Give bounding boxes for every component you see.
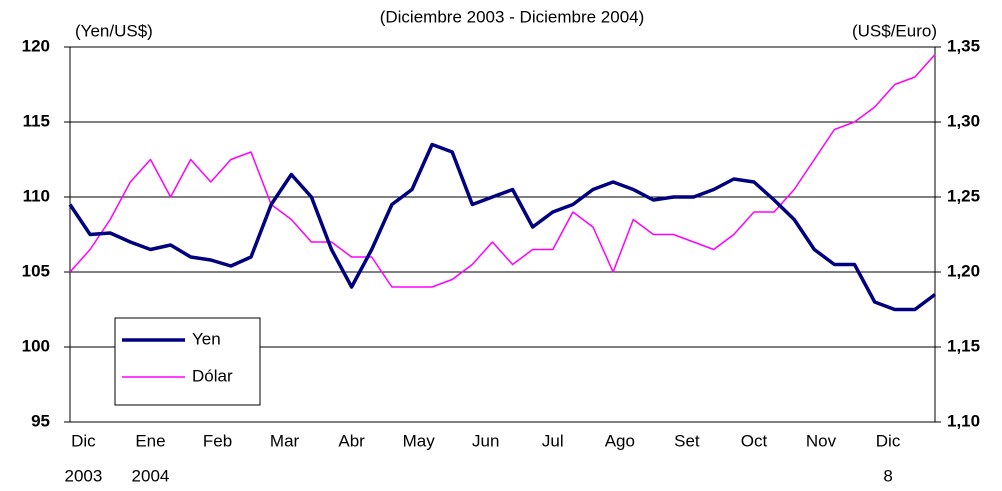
x-tick-label: Set (674, 431, 700, 450)
series-line (68, 142, 937, 312)
x-tick-label: May (403, 431, 436, 450)
x-tick-label: Jun (472, 431, 499, 450)
x-tick-label: Nov (806, 431, 837, 450)
x-tick-label: Oct (741, 431, 768, 450)
x-tick-label: Feb (203, 431, 232, 450)
x-tick-label: Dic (876, 431, 901, 450)
chart-subtitle: (Diciembre 2003 - Diciembre 2004) (380, 7, 645, 26)
y2-tick-label: 1,10 (947, 411, 980, 430)
x-sublabel: 2003 (64, 466, 102, 485)
y2-tick-label: 1,25 (947, 186, 980, 205)
x-tick-label: Dic (71, 431, 96, 450)
legend-label: Dólar (192, 366, 233, 385)
y-tick-label: 105 (22, 261, 50, 280)
y-tick-label: 120 (22, 36, 50, 55)
x-tick-label: Jul (542, 431, 564, 450)
legend-box (114, 317, 261, 406)
legend-label: Yen (192, 329, 221, 348)
series-line (69, 54, 936, 288)
y2-tick-label: 1,30 (947, 111, 980, 130)
x-sublabel: 2004 (132, 466, 170, 485)
y-tick-label: 110 (23, 186, 50, 205)
x-tick-label: Abr (338, 431, 365, 450)
y2-tick-label: 1,20 (947, 261, 980, 280)
x-sublabel: 8 (883, 466, 892, 485)
y-tick-label: 115 (23, 111, 50, 130)
y-tick-label: 95 (31, 411, 50, 430)
x-tick-label: Ene (135, 431, 165, 450)
y2-tick-label: 1,35 (947, 36, 980, 55)
x-tick-label: Ago (605, 431, 635, 450)
y-tick-label: 100 (22, 336, 50, 355)
y-axis-label: (Yen/US$) (75, 21, 153, 40)
y2-tick-label: 1,15 (947, 336, 980, 355)
x-tick-label: Mar (270, 431, 300, 450)
y2-axis-label: (US$/Euro) (852, 21, 937, 40)
